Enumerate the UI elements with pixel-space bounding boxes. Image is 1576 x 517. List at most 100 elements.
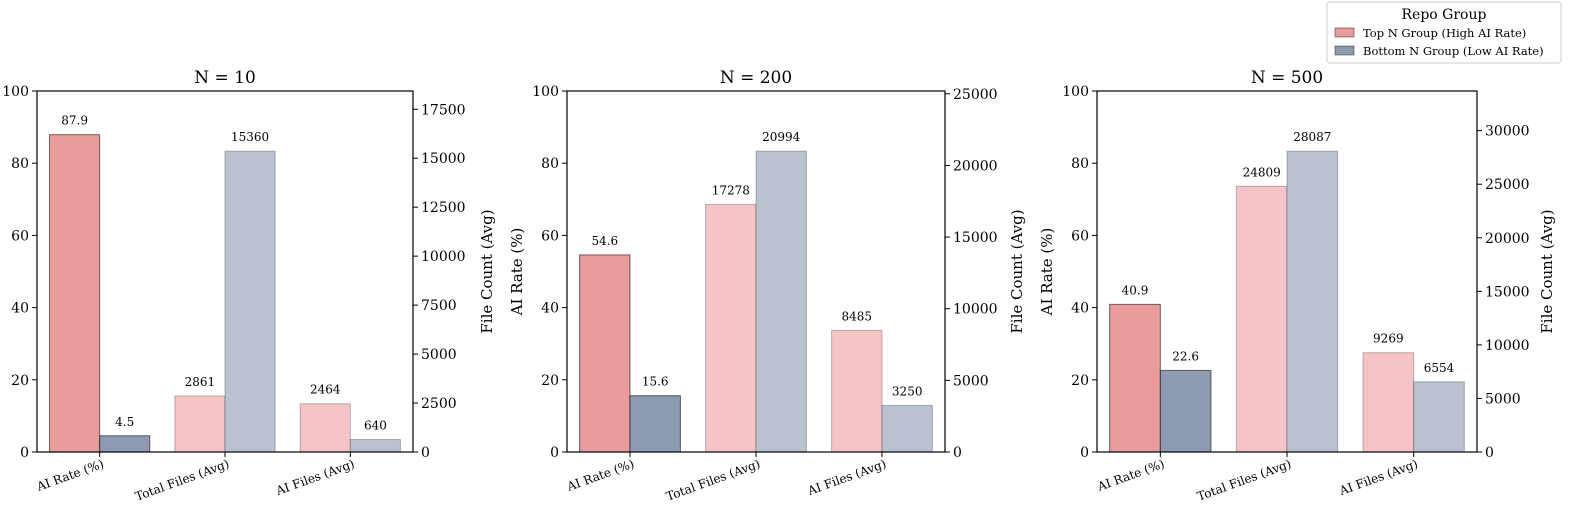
x-tick-label: Total Files (Avg) [133,457,231,504]
bar-bottom-2 [224,150,276,453]
y2-axis-label: File Count (Avg) [1008,209,1026,333]
bar-top-1 [1109,303,1161,453]
bar-bottom-1 [99,435,151,453]
data-label: 20994 [762,130,801,144]
y2-tick-label: 7500 [421,298,457,314]
x-tick-label: AI Files (Avg) [805,457,888,499]
plot-frame [566,90,946,453]
chart-title: N = 500 [1251,68,1323,88]
y-tick-label: 100 [532,84,559,100]
y2-tick-label: 25000 [953,87,998,103]
bar-bottom-1 [629,395,681,453]
data-label: 54.6 [591,234,618,248]
y2-tick-label: 20000 [953,158,998,174]
legend-swatch-bottom [1334,45,1355,56]
plot-frame [1096,90,1478,453]
bar-bottom-3 [881,404,933,453]
y2-tick-label: 15000 [421,151,466,167]
y-tick-label: 100 [2,84,29,100]
y-axis-label: AI Rate (%) [508,228,526,317]
y-tick-label: 20 [541,373,559,389]
chart-panel-1: 87.9 4.5 AI Rate (%) 2861 15360 Total Files (… [2,68,496,504]
y-tick-label: 40 [11,301,29,317]
data-label: 2861 [185,375,216,389]
y2-tick-label: 20000 [1485,231,1530,247]
bar-bottom-2 [755,150,807,453]
y-tick-label: 80 [1071,156,1089,172]
x-tick-label: Total Files (Avg) [1195,457,1293,504]
data-label: 2464 [310,383,341,397]
data-label: 640 [364,418,387,432]
y2-tick-label: 15000 [953,230,998,246]
y2-tick-label: 30000 [1485,124,1530,140]
x-tick-label: Total Files (Avg) [664,457,762,504]
y-tick-label: 20 [1071,373,1089,389]
bar-top-3 [1362,352,1415,453]
chart-title: N = 10 [194,68,256,88]
bar-top-3 [831,329,883,453]
plot-frame [36,90,414,453]
y-tick-label: 40 [541,301,559,317]
data-label: 4.5 [115,415,134,429]
y2-axis-label: File Count (Avg) [478,209,496,333]
chart-panel-3: 40.9 22.6 AI Rate (%) 24809 28087 Total Files… [1038,68,1556,504]
y2-tick-label: 0 [421,445,430,461]
bar-top-2 [705,203,757,453]
legend-label-bottom: Bottom N Group (Low AI Rate) [1363,44,1544,58]
y2-tick-label: 5000 [953,373,989,389]
y2-tick-label: 2500 [421,396,457,412]
y-tick-label: 60 [11,228,29,244]
y2-tick-label: 10000 [421,249,466,265]
bar-top-1 [579,254,631,453]
data-label: 87.9 [61,114,88,128]
data-label: 28087 [1293,130,1331,144]
y-axis-label: AI Rate (%) [1038,228,1056,317]
data-label: 9269 [1373,332,1404,346]
x-tick-label: AI Files (Avg) [273,457,356,499]
y2-tick-label: 15000 [1485,284,1530,300]
y2-tick-label: 5000 [421,347,457,363]
y2-tick-label: 10000 [1485,338,1530,354]
data-label: 3250 [892,384,923,398]
y-tick-label: 40 [1071,301,1089,317]
legend-frame [1326,1,1562,64]
data-label: 22.6 [1172,349,1199,363]
bar-bottom-3 [349,438,401,453]
data-label: 40.9 [1122,283,1149,297]
legend-swatch-top [1334,27,1355,38]
y-tick-label: 0 [20,445,29,461]
y-tick-label: 0 [550,445,559,461]
data-label: 8485 [842,309,873,323]
y2-tick-label: 0 [953,445,962,461]
x-tick-label: AI Files (Avg) [1337,457,1420,499]
bar-top-1 [49,134,101,453]
x-tick-label: AI Rate (%) [34,457,106,495]
chart-title: N = 200 [720,68,792,88]
y-tick-label: 20 [11,373,29,389]
legend: Repo Group Top N Group (High AI Rate) Bo… [1326,1,1562,64]
data-label: 6554 [1424,361,1455,375]
y-tick-label: 80 [541,156,559,172]
data-label: 24809 [1243,165,1281,179]
x-tick-label: AI Rate (%) [564,457,636,495]
y2-axis-label: File Count (Avg) [1538,209,1556,333]
data-label: 15360 [231,130,269,144]
bar-bottom-2 [1286,150,1339,453]
legend-label-top: Top N Group (High AI Rate) [1363,26,1526,40]
data-label: 15.6 [642,375,669,389]
bar-top-2 [174,395,226,453]
y2-tick-label: 0 [1485,445,1494,461]
y2-tick-label: 12500 [421,200,466,216]
bar-top-3 [299,403,351,453]
y-tick-label: 80 [11,156,29,172]
bar-bottom-1 [1159,369,1212,453]
legend-title: Repo Group [1402,7,1487,23]
y2-tick-label: 25000 [1485,177,1530,193]
y2-tick-label: 10000 [953,302,998,318]
x-tick-label: AI Rate (%) [1095,457,1167,495]
y2-tick-label: 17500 [421,102,466,118]
y-tick-label: 60 [1071,228,1089,244]
chart-panel-2: 54.6 15.6 AI Rate (%) 17278 20994 Total Files… [508,68,1026,504]
y2-tick-label: 5000 [1485,391,1521,407]
